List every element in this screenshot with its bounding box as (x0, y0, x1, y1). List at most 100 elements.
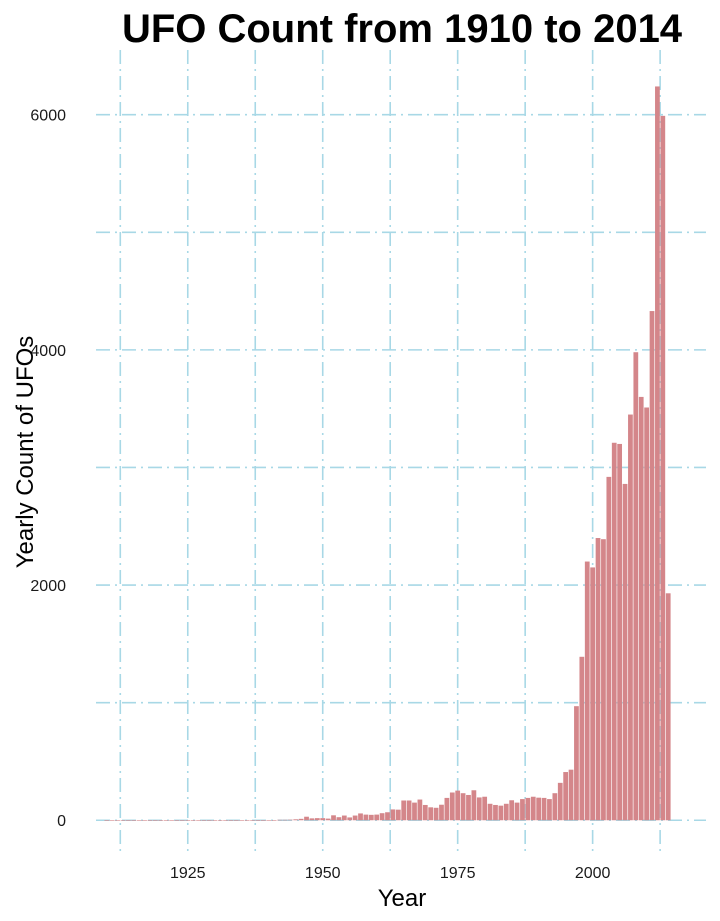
bar (595, 538, 601, 821)
bar (115, 820, 120, 821)
bar (412, 802, 417, 821)
bar (439, 804, 444, 821)
bar (455, 790, 461, 821)
x-tick-label: 1950 (305, 865, 341, 882)
bar (179, 820, 185, 821)
bar (536, 797, 542, 821)
bar (212, 820, 218, 821)
bar (460, 793, 466, 821)
bar (331, 815, 336, 821)
bar (406, 800, 412, 821)
bar (352, 815, 358, 821)
y-tick-labels: 0 2000 4000 6000 (30, 108, 66, 831)
bar (611, 442, 617, 821)
bar (363, 814, 369, 821)
bar (617, 443, 623, 821)
bar (336, 817, 342, 821)
bar (298, 818, 304, 821)
bar (347, 817, 353, 821)
bar (185, 820, 191, 821)
bar (120, 820, 126, 821)
bar (433, 807, 439, 821)
bar (482, 796, 488, 821)
bar (557, 782, 563, 821)
bar (584, 561, 590, 821)
bar (277, 819, 282, 821)
bar (552, 793, 558, 821)
bar (395, 809, 401, 821)
bar (174, 820, 180, 821)
bar (287, 819, 293, 821)
bar (163, 820, 169, 821)
bar (169, 820, 174, 821)
bar (304, 816, 309, 821)
bar (638, 396, 644, 821)
bar (568, 769, 574, 821)
bar (428, 807, 434, 821)
bar (633, 352, 639, 821)
bar (606, 476, 612, 821)
y-tick-label: 4000 (30, 343, 66, 360)
bar (503, 803, 509, 821)
bar (374, 814, 380, 821)
bar (320, 818, 326, 821)
bar (579, 656, 585, 821)
bar (590, 567, 596, 821)
bar (223, 820, 228, 821)
bar (309, 818, 315, 821)
bar (401, 800, 407, 821)
bar (271, 820, 277, 821)
bar (239, 820, 245, 821)
bar (147, 820, 153, 821)
bar (233, 820, 239, 821)
bar (444, 797, 450, 821)
bar (498, 805, 504, 821)
y-axis-label: Yearly Count of UFOs (12, 336, 39, 569)
bar (341, 815, 347, 821)
bar (385, 812, 390, 821)
bar (509, 800, 515, 821)
grid-lines (96, 50, 706, 852)
bar (158, 820, 164, 821)
bar (390, 809, 396, 821)
x-tick-label: 2000 (575, 865, 611, 882)
bar (422, 804, 428, 821)
x-tick-label: 1925 (170, 865, 206, 882)
bar (196, 820, 201, 821)
bar (379, 813, 385, 821)
bar (660, 115, 666, 821)
bar (206, 820, 212, 821)
bar (136, 820, 142, 821)
bar (487, 803, 493, 821)
bar (601, 539, 606, 821)
bar (644, 407, 649, 821)
bar (260, 820, 266, 821)
bar (466, 794, 471, 821)
bar (255, 820, 261, 821)
x-tick-labels: 1925 1950 1975 2000 (170, 865, 611, 882)
bar (190, 820, 196, 821)
bar (293, 819, 299, 821)
bar (417, 799, 423, 821)
bar (201, 820, 207, 821)
bar (563, 772, 569, 821)
bar (250, 820, 255, 821)
bar (449, 792, 455, 821)
y-tick-label: 0 (57, 813, 66, 830)
bar (493, 804, 498, 821)
bar (547, 799, 552, 821)
bar (530, 796, 536, 821)
bar (126, 820, 131, 821)
bar (476, 797, 482, 821)
bar (131, 820, 137, 821)
y-tick-label: 2000 (30, 578, 66, 595)
bar (266, 820, 272, 821)
bar (525, 797, 531, 821)
bar (520, 799, 525, 821)
bar (541, 797, 547, 821)
bar (109, 820, 115, 821)
bar (628, 414, 633, 821)
bars (104, 86, 671, 821)
bar (471, 790, 477, 821)
